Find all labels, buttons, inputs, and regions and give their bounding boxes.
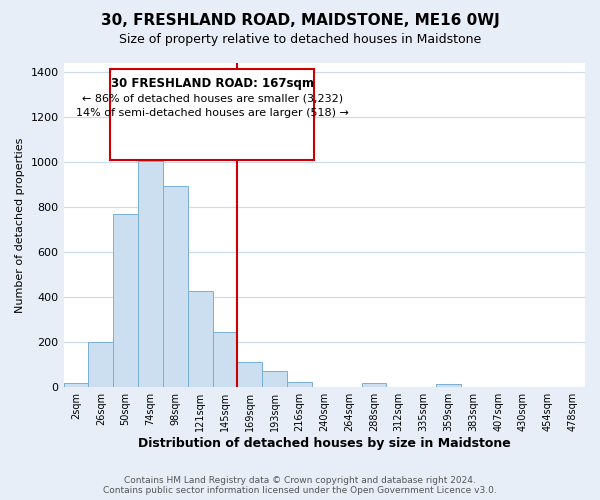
- Bar: [436, 384, 461, 388]
- Bar: [362, 384, 386, 388]
- Text: Size of property relative to detached houses in Maidstone: Size of property relative to detached ho…: [119, 32, 481, 46]
- FancyBboxPatch shape: [110, 69, 314, 160]
- Bar: [64, 383, 88, 388]
- Bar: [212, 332, 238, 388]
- Text: 30 FRESHLAND ROAD: 167sqm: 30 FRESHLAND ROAD: 167sqm: [110, 77, 314, 90]
- Bar: [88, 342, 113, 388]
- X-axis label: Distribution of detached houses by size in Maidstone: Distribution of detached houses by size …: [138, 437, 511, 450]
- Bar: [138, 160, 163, 388]
- Text: Contains HM Land Registry data © Crown copyright and database right 2024.: Contains HM Land Registry data © Crown c…: [124, 476, 476, 485]
- Text: Contains public sector information licensed under the Open Government Licence v3: Contains public sector information licen…: [103, 486, 497, 495]
- Text: ← 86% of detached houses are smaller (3,232): ← 86% of detached houses are smaller (3,…: [82, 94, 343, 104]
- Bar: [238, 362, 262, 388]
- Bar: [262, 371, 287, 388]
- Bar: [188, 292, 212, 388]
- Bar: [287, 382, 312, 388]
- Bar: [113, 214, 138, 388]
- Y-axis label: Number of detached properties: Number of detached properties: [15, 137, 25, 312]
- Text: 14% of semi-detached houses are larger (518) →: 14% of semi-detached houses are larger (…: [76, 108, 349, 118]
- Text: 30, FRESHLAND ROAD, MAIDSTONE, ME16 0WJ: 30, FRESHLAND ROAD, MAIDSTONE, ME16 0WJ: [101, 12, 499, 28]
- Bar: [163, 186, 188, 388]
